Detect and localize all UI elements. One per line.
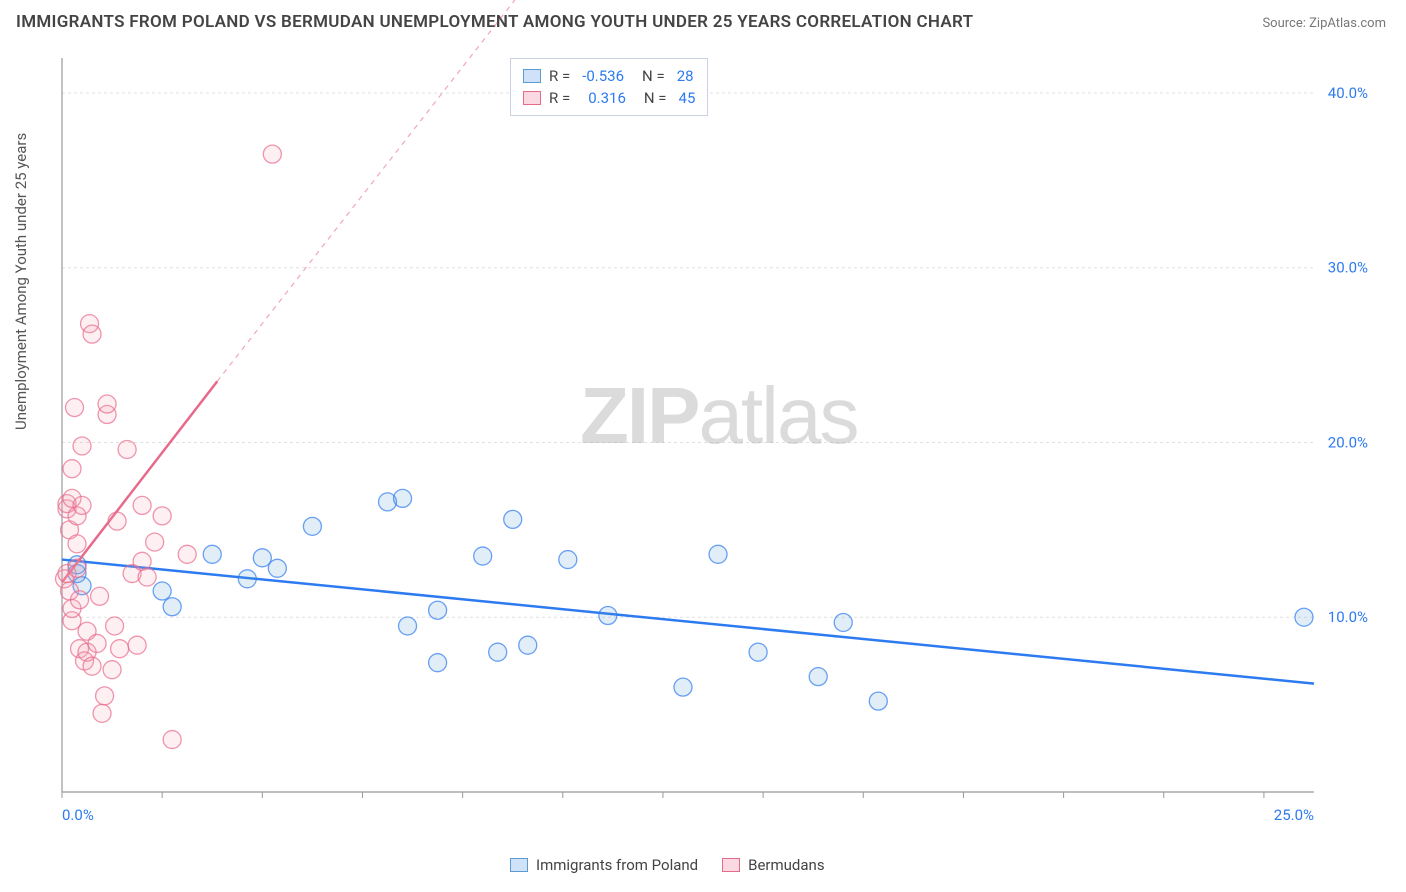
chart-title: IMMIGRANTS FROM POLAND VS BERMUDAN UNEMP… — [16, 12, 973, 32]
chart-plot-area: 0.0% 25.0% 10.0% 20.0% 30.0% 40.0% — [54, 50, 1384, 830]
legend-swatch-poland — [510, 858, 528, 872]
swatch-pink — [523, 91, 541, 105]
series-legend: Immigrants from Poland Bermudans — [510, 856, 825, 874]
stats-row-1: R = -0.536 N = 28 — [523, 65, 695, 87]
svg-text:10.0%: 10.0% — [1328, 608, 1368, 626]
n-value-1: 28 — [677, 65, 694, 87]
source-attribution: Source: ZipAtlas.com — [1262, 16, 1386, 31]
svg-text:40.0%: 40.0% — [1328, 84, 1368, 102]
r-label-2: R = — [549, 87, 570, 109]
r-value-2: 0.316 — [588, 87, 626, 109]
svg-text:0.0%: 0.0% — [62, 806, 94, 824]
r-label-1: R = — [549, 65, 570, 87]
source-link[interactable]: ZipAtlas.com — [1309, 16, 1386, 31]
stats-row-2: R = 0.316 N = 45 — [523, 87, 695, 109]
svg-text:20.0%: 20.0% — [1328, 433, 1368, 451]
legend-item-poland: Immigrants from Poland — [510, 856, 698, 874]
legend-label-bermudans: Bermudans — [748, 856, 824, 874]
y-axis-label: Unemployment Among Youth under 25 years — [12, 133, 30, 430]
legend-swatch-bermudans — [722, 858, 740, 872]
svg-text:25.0%: 25.0% — [1274, 806, 1314, 824]
scatter-chart-svg: 0.0% 25.0% 10.0% 20.0% 30.0% 40.0% — [54, 50, 1384, 830]
stats-legend: R = -0.536 N = 28 R = 0.316 N = 45 — [510, 58, 708, 116]
svg-text:30.0%: 30.0% — [1328, 259, 1368, 277]
r-value-1: -0.536 — [582, 65, 624, 87]
legend-label-poland: Immigrants from Poland — [536, 856, 698, 874]
swatch-blue — [523, 69, 541, 83]
legend-item-bermudans: Bermudans — [722, 856, 824, 874]
n-label-1: N = — [642, 65, 665, 87]
n-value-2: 45 — [679, 87, 696, 109]
n-label-2: N = — [644, 87, 667, 109]
source-label: Source: — [1262, 16, 1305, 31]
